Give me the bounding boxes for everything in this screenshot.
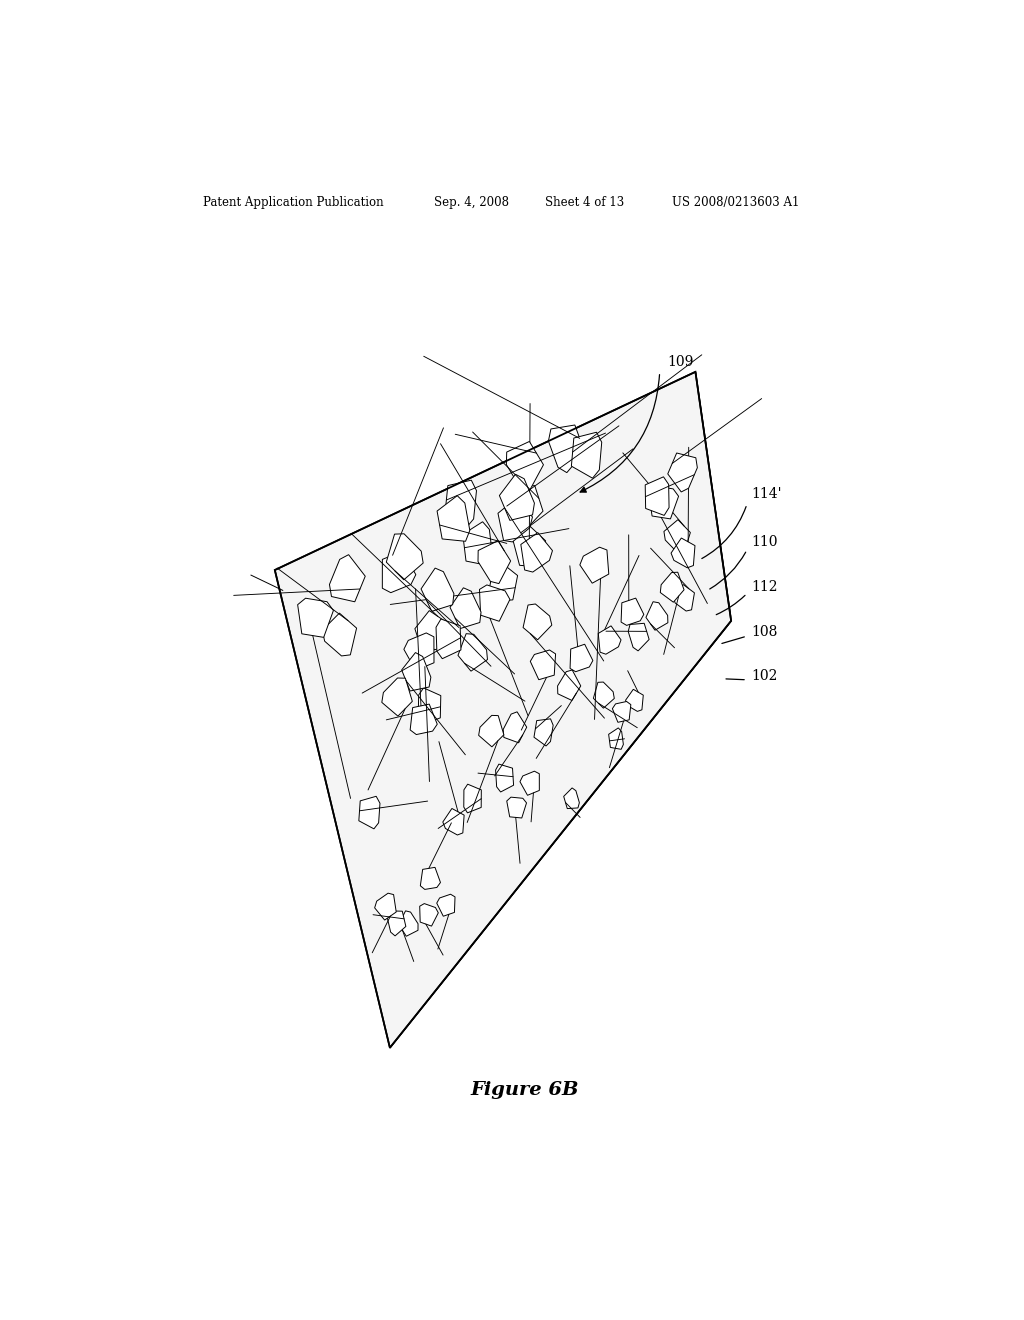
Polygon shape (520, 771, 540, 795)
Polygon shape (479, 585, 510, 622)
Polygon shape (673, 585, 694, 611)
Polygon shape (437, 496, 470, 541)
Polygon shape (521, 533, 553, 572)
Polygon shape (298, 598, 334, 638)
Polygon shape (558, 671, 581, 701)
Polygon shape (458, 634, 487, 671)
Polygon shape (444, 480, 476, 528)
Text: 112: 112 (751, 581, 777, 594)
Polygon shape (530, 649, 556, 680)
Polygon shape (612, 701, 631, 722)
Polygon shape (626, 689, 643, 711)
Polygon shape (549, 425, 585, 473)
Polygon shape (628, 623, 649, 651)
Polygon shape (534, 719, 553, 746)
Polygon shape (421, 568, 454, 611)
Text: 110: 110 (751, 535, 777, 549)
Polygon shape (478, 715, 504, 747)
Polygon shape (608, 727, 624, 750)
Polygon shape (436, 619, 461, 659)
Polygon shape (503, 711, 526, 743)
Polygon shape (375, 894, 396, 920)
Polygon shape (571, 432, 602, 478)
Polygon shape (398, 911, 418, 936)
Polygon shape (478, 541, 511, 583)
Polygon shape (671, 539, 695, 568)
Polygon shape (274, 372, 731, 1048)
Text: Sheet 4 of 13: Sheet 4 of 13 (545, 195, 624, 209)
Polygon shape (668, 453, 697, 492)
Polygon shape (411, 704, 437, 734)
Text: 102: 102 (751, 669, 777, 682)
Polygon shape (450, 587, 481, 628)
Polygon shape (509, 486, 543, 529)
Text: Figure 6B: Figure 6B (471, 1081, 579, 1100)
Polygon shape (593, 682, 614, 708)
Text: US 2008/0213603 A1: US 2008/0213603 A1 (672, 195, 799, 209)
Text: 114': 114' (751, 487, 781, 500)
Polygon shape (437, 894, 455, 916)
Polygon shape (496, 764, 514, 792)
Polygon shape (500, 474, 535, 520)
Polygon shape (323, 612, 356, 656)
Polygon shape (523, 605, 552, 640)
Polygon shape (420, 904, 438, 927)
Polygon shape (382, 550, 416, 593)
Polygon shape (660, 572, 684, 602)
Polygon shape (580, 548, 609, 583)
Polygon shape (386, 533, 423, 579)
Polygon shape (622, 598, 644, 626)
Polygon shape (664, 520, 690, 553)
Polygon shape (403, 632, 434, 671)
Polygon shape (387, 911, 406, 936)
Polygon shape (418, 688, 440, 725)
Polygon shape (415, 611, 446, 649)
Text: 108: 108 (751, 626, 777, 639)
Polygon shape (513, 525, 546, 566)
Polygon shape (570, 644, 593, 672)
Polygon shape (598, 626, 621, 655)
Polygon shape (498, 499, 532, 543)
Text: Patent Application Publication: Patent Application Publication (204, 195, 384, 209)
Polygon shape (488, 562, 517, 602)
Polygon shape (464, 784, 481, 813)
Polygon shape (401, 652, 431, 690)
Polygon shape (358, 796, 380, 829)
Polygon shape (382, 678, 413, 717)
Polygon shape (506, 441, 544, 490)
Polygon shape (648, 486, 679, 519)
Polygon shape (563, 788, 580, 809)
Polygon shape (330, 554, 366, 602)
Polygon shape (646, 602, 668, 630)
Polygon shape (463, 521, 493, 565)
Polygon shape (442, 808, 464, 836)
Polygon shape (645, 477, 669, 515)
Text: Sep. 4, 2008: Sep. 4, 2008 (433, 195, 509, 209)
Polygon shape (507, 797, 526, 818)
Text: 109: 109 (668, 355, 694, 368)
Polygon shape (420, 867, 440, 890)
